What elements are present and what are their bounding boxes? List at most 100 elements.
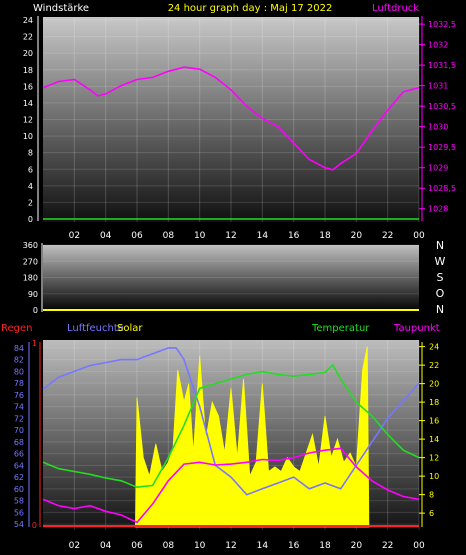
x-tick-label-top-04: 04 bbox=[100, 231, 112, 241]
temperature-tick-label-22: 22 bbox=[429, 361, 439, 370]
humidity-tick-label-64: 64 bbox=[14, 461, 24, 470]
temperature-tick-label-8: 8 bbox=[429, 491, 434, 500]
humidity-tick-label-58: 58 bbox=[14, 497, 24, 506]
y-tick-label-wind-8: 8 bbox=[28, 149, 33, 158]
humidity-tick-label-84: 84 bbox=[14, 344, 24, 353]
rain-tick-label-0: 0 bbox=[32, 521, 37, 530]
pressure-tick-label-1030: 1030 bbox=[428, 123, 448, 132]
solar-label: Solar bbox=[117, 323, 143, 334]
y-tick-label-direction-270: 270 bbox=[23, 257, 38, 266]
temperature-tick-label-6: 6 bbox=[429, 509, 434, 518]
x-tick-label-top-08: 08 bbox=[163, 231, 175, 241]
pressure-tick-label-1031,5: 1031,5 bbox=[428, 61, 456, 70]
x-tick-label-bottom-00: 00 bbox=[413, 541, 425, 551]
humidity-label: Luftfeuchte bbox=[67, 323, 124, 334]
x-tick-label-top-14: 14 bbox=[257, 231, 269, 241]
y-tick-label-wind-10: 10 bbox=[23, 132, 33, 141]
x-tick-label-bottom-02: 02 bbox=[69, 541, 80, 551]
y-tick-label-direction-180: 180 bbox=[23, 274, 38, 283]
y-tick-label-wind-12: 12 bbox=[23, 116, 33, 125]
humidity-line bbox=[42, 347, 420, 496]
pressure-tick-label-1030,5: 1030,5 bbox=[428, 102, 456, 111]
compass-label-0: N bbox=[436, 239, 444, 252]
x-tick-label-bottom-16: 16 bbox=[288, 541, 300, 551]
temperature-tick-label-12: 12 bbox=[429, 454, 439, 463]
compass-label-3: O bbox=[436, 287, 445, 300]
dewpoint-label: Taupunkt bbox=[393, 323, 440, 334]
humidity-tick-label-62: 62 bbox=[14, 473, 24, 482]
x-tick-label-bottom-20: 20 bbox=[351, 541, 363, 551]
compass-label-1: W bbox=[435, 255, 446, 268]
x-tick-label-top-00: 00 bbox=[413, 231, 425, 241]
y-tick-label-wind-24: 24 bbox=[23, 16, 33, 25]
humidity-tick-label-60: 60 bbox=[14, 485, 24, 494]
x-tick-label-top-16: 16 bbox=[288, 231, 300, 241]
x-tick-label-top-02: 02 bbox=[69, 231, 80, 241]
y-tick-label-wind-14: 14 bbox=[23, 99, 33, 108]
humidity-tick-label-80: 80 bbox=[14, 367, 24, 376]
rain-tick-label-1: 1 bbox=[32, 339, 37, 348]
x-tick-label-top-22: 22 bbox=[382, 231, 393, 241]
x-tick-label-bottom-12: 12 bbox=[225, 541, 236, 551]
panel-top-background bbox=[43, 17, 419, 222]
x-tick-label-top-20: 20 bbox=[351, 231, 363, 241]
y-tick-label-wind-6: 6 bbox=[28, 165, 33, 174]
temperature-tick-label-16: 16 bbox=[429, 417, 439, 426]
chart-title: 24 hour graph day : Maj 17 2022 bbox=[168, 3, 333, 14]
x-tick-label-top-06: 06 bbox=[131, 231, 143, 241]
temperature-label: Temperatur bbox=[311, 323, 370, 334]
y-tick-label-wind-18: 18 bbox=[23, 66, 33, 75]
y-tick-label-wind-0: 0 bbox=[28, 215, 33, 224]
x-tick-label-top-10: 10 bbox=[194, 231, 206, 241]
pressure-line bbox=[42, 66, 420, 171]
y-tick-label-wind-20: 20 bbox=[23, 49, 33, 58]
pressure-tick-label-1032,5: 1032,5 bbox=[428, 20, 456, 29]
humidity-tick-label-72: 72 bbox=[14, 414, 24, 423]
y-tick-label-direction-360: 360 bbox=[23, 241, 38, 250]
panel-middle-background bbox=[43, 245, 419, 310]
y-tick-label-direction-90: 90 bbox=[28, 290, 38, 299]
humidity-tick-label-76: 76 bbox=[14, 391, 24, 400]
pressure-tick-label-1031: 1031 bbox=[428, 82, 448, 91]
wind-label: Windstärke bbox=[33, 3, 89, 14]
pressure-tick-label-1028: 1028 bbox=[428, 205, 448, 214]
x-tick-label-bottom-06: 06 bbox=[131, 541, 143, 551]
x-tick-label-bottom-14: 14 bbox=[257, 541, 269, 551]
x-tick-label-bottom-18: 18 bbox=[319, 541, 331, 551]
rain-label: Regen bbox=[1, 323, 33, 334]
temperature-line bbox=[42, 363, 420, 489]
pressure-label: Luftdruck bbox=[372, 3, 419, 14]
humidity-tick-label-78: 78 bbox=[14, 379, 24, 388]
x-tick-label-bottom-08: 08 bbox=[163, 541, 175, 551]
pressure-tick-label-1029,5: 1029,5 bbox=[428, 143, 456, 152]
y-tick-label-wind-4: 4 bbox=[28, 182, 33, 191]
y-tick-label-wind-16: 16 bbox=[23, 82, 33, 91]
dewpoint-line bbox=[42, 447, 420, 524]
x-tick-label-bottom-10: 10 bbox=[194, 541, 206, 551]
humidity-tick-label-66: 66 bbox=[14, 450, 24, 459]
x-tick-label-top-18: 18 bbox=[319, 231, 331, 241]
humidity-tick-label-74: 74 bbox=[14, 403, 24, 412]
humidity-tick-label-56: 56 bbox=[14, 508, 24, 517]
x-tick-label-bottom-04: 04 bbox=[100, 541, 112, 551]
temperature-tick-label-24: 24 bbox=[429, 343, 439, 352]
temperature-tick-label-20: 20 bbox=[429, 380, 439, 389]
x-tick-label-bottom-22: 22 bbox=[382, 541, 393, 551]
pressure-tick-label-1028,5: 1028,5 bbox=[428, 184, 456, 193]
y-tick-label-wind-2: 2 bbox=[28, 198, 33, 207]
humidity-tick-label-82: 82 bbox=[14, 356, 24, 365]
humidity-tick-label-68: 68 bbox=[14, 438, 24, 447]
pressure-tick-label-1029: 1029 bbox=[428, 164, 448, 173]
humidity-tick-label-54: 54 bbox=[14, 520, 24, 529]
pressure-tick-label-1032: 1032 bbox=[428, 41, 448, 50]
y-tick-label-wind-22: 22 bbox=[23, 33, 33, 42]
y-tick-label-direction-0: 0 bbox=[33, 306, 38, 315]
temperature-tick-label-14: 14 bbox=[429, 435, 439, 444]
temperature-tick-label-10: 10 bbox=[429, 472, 439, 481]
x-tick-label-top-12: 12 bbox=[225, 231, 236, 241]
series-group bbox=[42, 66, 420, 528]
temperature-tick-label-18: 18 bbox=[429, 398, 439, 407]
compass-label-4: N bbox=[436, 303, 444, 316]
